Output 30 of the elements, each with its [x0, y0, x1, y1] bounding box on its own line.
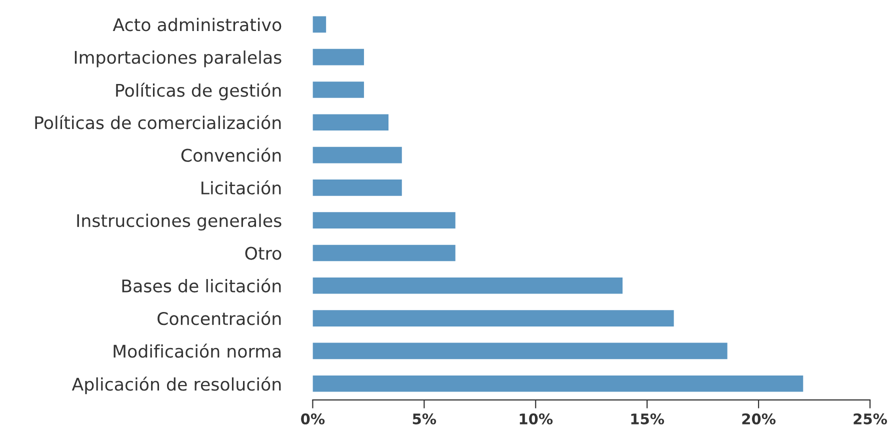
- y-tick-label: Acto administrativo: [112, 18, 282, 32]
- bar: [312, 212, 456, 228]
- bar: [312, 48, 364, 66]
- y-tick-label: Concentración: [158, 311, 281, 326]
- x-tick-label: 10%: [520, 413, 553, 424]
- x-tick-label: 0%: [301, 413, 325, 424]
- y-tick-label: Instrucciones generales: [77, 214, 282, 231]
- y-tick-label: Convención: [181, 148, 281, 162]
- bar: [312, 310, 674, 326]
- x-tick-label: 15%: [631, 413, 664, 424]
- y-tick-label: Aplicación de resolución: [72, 376, 281, 394]
- bar: [312, 16, 326, 33]
- bar: [312, 146, 402, 164]
- y-tick-label: Políticas de gestión: [116, 82, 281, 100]
- x-tick-label: 5%: [412, 413, 436, 424]
- y-tick-label: Licitación: [202, 180, 281, 195]
- x-tick-label: 25%: [854, 413, 888, 424]
- bar: [312, 342, 728, 360]
- y-tick-label: Importaciones paralelas: [74, 50, 282, 68]
- y-tick-label: Bases de licitación: [122, 278, 281, 292]
- bar: [312, 82, 364, 98]
- bar: [312, 277, 623, 294]
- bar: [312, 244, 456, 262]
- bar: [312, 180, 402, 196]
- y-tick-label: Otro: [245, 246, 282, 260]
- y-tick-label: Modificación norma: [114, 344, 281, 358]
- x-tick-label: 20%: [742, 413, 776, 424]
- bar: [312, 114, 388, 131]
- y-tick-label: Políticas de comercialización: [35, 115, 281, 130]
- bar: [312, 375, 804, 392]
